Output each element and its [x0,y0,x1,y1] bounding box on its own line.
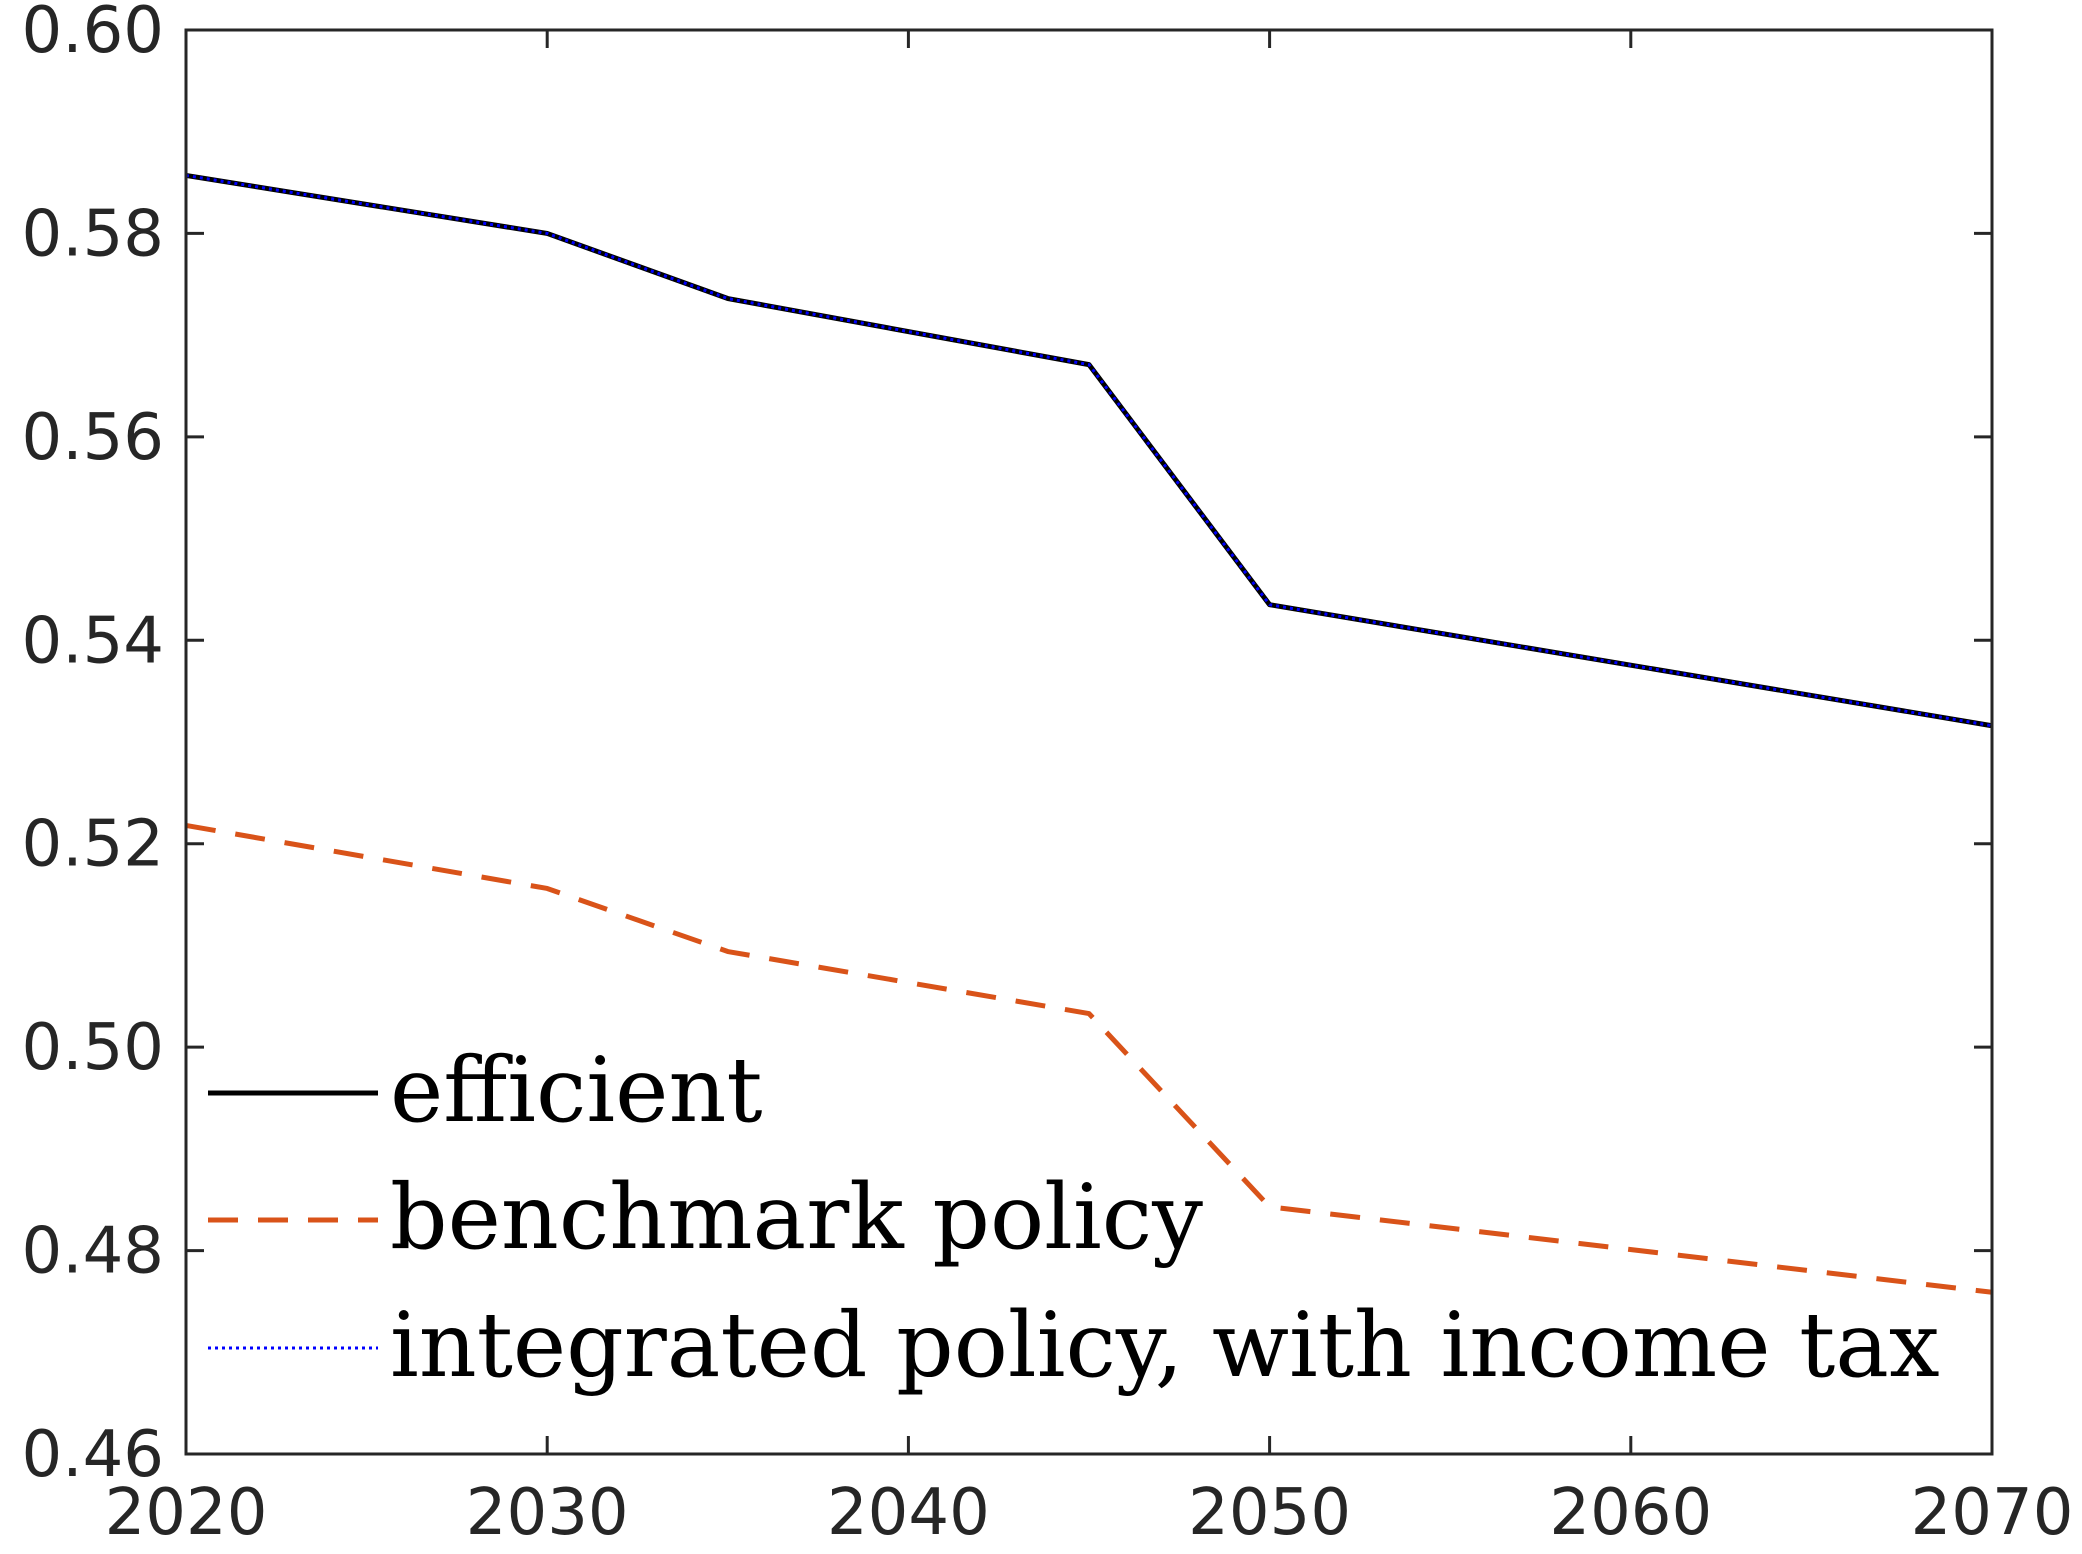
series-layer [185,172,1993,1295]
y-tick-label: 0.48 [22,1215,165,1289]
y-tick-label: 0.46 [22,1418,165,1492]
y-tick-label: 0.52 [22,808,165,882]
x-tick-label: 2020 [105,1476,268,1550]
x-tick-label: 2070 [1911,1476,2074,1550]
x-tick-label: 2060 [1549,1476,1712,1550]
legend-label-1: efficient [390,1038,763,1143]
y-tick-label: 0.56 [22,401,165,475]
y-tick-label: 0.60 [22,0,165,68]
plot-area-frame [184,28,1994,1456]
legend-label-2: benchmark policy [390,1165,1203,1270]
x-tick-label: 2040 [827,1476,990,1550]
y-tick-label: 0.50 [22,1011,165,1085]
series-line-1 [185,172,1993,729]
x-axis-tick-labels: 2020 2030 2040 2050 2060 2070 [105,1476,2074,1550]
legend-label-3: integrated policy, with income tax [390,1293,1940,1398]
x-tick-label: 2030 [466,1476,629,1550]
x-tick-label: 2050 [1188,1476,1351,1550]
y-axis-tick-labels: 0.46 0.48 0.50 0.52 0.54 0.56 0.58 0.60 [22,0,165,1492]
y-tick-label: 0.54 [22,604,165,678]
legend: efficient benchmark policy integrated poli… [208,1038,1940,1398]
series-line-2 [185,822,1993,1295]
y-tick-label: 0.58 [22,197,165,271]
